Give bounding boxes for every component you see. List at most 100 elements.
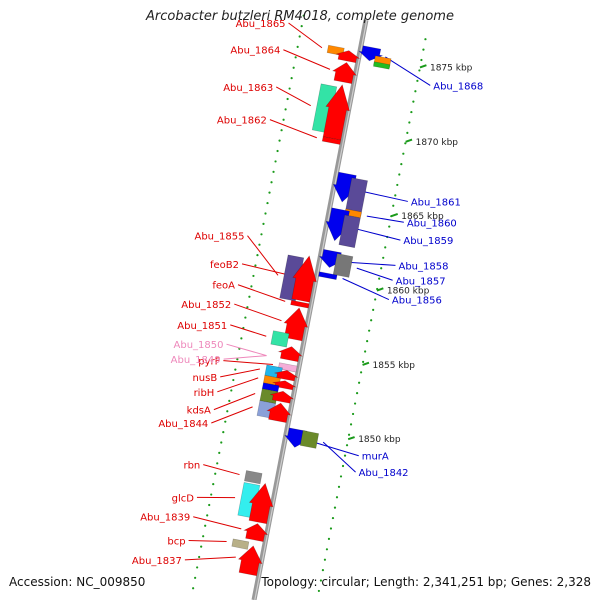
scale-tick	[376, 287, 384, 292]
scale-dot	[260, 233, 263, 236]
label-leader	[234, 303, 282, 322]
gene-label[interactable]: feoA	[212, 281, 235, 292]
scale-dot	[341, 464, 345, 468]
label-leader	[188, 540, 227, 542]
gene-label[interactable]: Abu_1852	[181, 300, 231, 311]
forward-gene-Abu_1852[interactable]	[283, 307, 309, 342]
forward-gene-Abu_1862[interactable]	[321, 136, 342, 145]
gene-label[interactable]: Abu_1837	[132, 556, 182, 567]
label-leader	[385, 56, 431, 86]
gene-label[interactable]: Abu_1865	[236, 19, 286, 30]
reverse-gene-Abu_1868c[interactable]	[373, 61, 391, 70]
scale-dot	[380, 267, 383, 270]
gene-label[interactable]: Abu_1862	[217, 116, 267, 127]
forward-gene-nusB_cds[interactable]	[274, 370, 299, 382]
label-leader	[310, 440, 359, 457]
scale-dot	[208, 503, 211, 507]
gene-label[interactable]: pyrF	[198, 357, 220, 368]
scale-dot	[382, 256, 385, 259]
gene-label[interactable]: Abu_1856	[392, 296, 442, 307]
gene-label[interactable]: bcp	[167, 537, 185, 548]
gene-label[interactable]: murA	[362, 452, 389, 463]
scale-dot	[288, 87, 291, 90]
gene-label[interactable]: feoB2	[210, 260, 239, 271]
forward-gene-Abu_1849[interactable]	[277, 346, 304, 363]
forward-gene-Abu_1844_cds[interactable]	[266, 402, 292, 423]
reverse-gene-Abu_1857[interactable]	[332, 253, 354, 278]
forward-gene-Abu_1855[interactable]	[279, 254, 305, 302]
gene-label[interactable]: Abu_1863	[223, 83, 273, 94]
gene-label[interactable]: Abu_1858	[398, 261, 448, 272]
scale-dot	[366, 339, 369, 343]
scale-dot	[343, 454, 347, 457]
scale-dot	[252, 274, 255, 278]
gene-label[interactable]: Abu_1859	[403, 236, 453, 247]
scale-dot	[274, 160, 277, 163]
gene-label[interactable]: Abu_1855	[194, 232, 244, 243]
forward-gene-ribH_cds[interactable]	[272, 380, 297, 391]
scale-dot	[319, 579, 323, 582]
gene-label[interactable]: kdsA	[187, 406, 211, 417]
gene-label[interactable]: Abu_1864	[230, 46, 280, 57]
scale-dot	[398, 173, 401, 176]
scale-tick	[347, 436, 355, 441]
gene-label[interactable]: rbn	[183, 461, 200, 472]
reverse-gene-Abu_1861b[interactable]	[344, 177, 368, 217]
scale-dot	[266, 201, 269, 205]
gene-label[interactable]: Abu_1868	[433, 81, 483, 92]
gene-label[interactable]: glcD	[172, 493, 195, 504]
forward-gene-Abu_1837[interactable]	[237, 545, 263, 577]
scale-dot	[323, 558, 327, 561]
scale-dot	[349, 423, 353, 426]
reverse-gene-Abu_1856[interactable]	[318, 271, 338, 280]
gene-label[interactable]: Abu_1857	[396, 276, 446, 287]
pseudo-gene-label[interactable]: Abu_1850	[174, 340, 224, 351]
forward-gene-Abu_1864[interactable]	[331, 62, 357, 84]
gene-label[interactable]: Abu_1839	[140, 513, 190, 524]
scale-dot	[372, 308, 375, 311]
scale-dot	[254, 264, 257, 267]
pseudo-gene-label[interactable]: Abu_1849	[171, 355, 221, 366]
gene-label[interactable]: Abu_1844	[158, 419, 208, 430]
scale-dot	[202, 535, 205, 538]
label-leader	[342, 278, 390, 301]
scale-dot	[276, 149, 279, 153]
backbone	[251, 19, 369, 600]
scale-dot	[406, 131, 409, 134]
label-lines	[184, 22, 431, 561]
forward-gene-Abu_1851[interactable]	[270, 330, 290, 348]
accession-text: Accession: NC_009850	[9, 575, 146, 589]
reverse-gene-Abu_1842[interactable]	[299, 430, 320, 449]
forward-gene-Abu_1839[interactable]	[243, 523, 269, 542]
forward-gene-bcp[interactable]	[231, 538, 250, 550]
forward-gene-feoB2[interactable]	[291, 255, 317, 303]
scale-dot	[388, 225, 391, 228]
gene-label[interactable]: Abu_1851	[177, 321, 227, 332]
label-leader	[288, 22, 323, 49]
forward-gene-rbn[interactable]	[244, 470, 263, 485]
scale-dot	[337, 485, 341, 488]
scale-dot	[339, 475, 343, 478]
scale-dot	[360, 371, 363, 374]
scale-dot	[232, 378, 235, 382]
gene-label[interactable]: ribH	[194, 388, 215, 399]
gene-label[interactable]: Abu_1842	[359, 468, 409, 479]
gene-labels: Abu_1865 Abu_1864 Abu_1863 Abu_1862 Abu_1855…	[132, 19, 483, 567]
scale-tick	[362, 361, 370, 366]
scale-dot	[374, 298, 377, 301]
label-leader	[269, 119, 317, 139]
forward-gene-feoA[interactable]	[290, 299, 310, 309]
scale-dot	[294, 56, 297, 59]
forward-gene-Abu_1865b[interactable]	[335, 50, 360, 64]
forward-gene-glcD_cds[interactable]	[248, 482, 274, 525]
gene-label[interactable]: nusB	[192, 373, 217, 384]
gene-label[interactable]: Abu_1860	[407, 218, 457, 229]
forward-gene-kdsA_cds[interactable]	[270, 390, 294, 404]
scale-dot	[345, 444, 349, 447]
pseudo-leader	[223, 355, 267, 360]
forward-gene-Abu_1863b[interactable]	[322, 84, 350, 141]
forward-gene-pyrF[interactable]	[277, 362, 298, 373]
gene-label[interactable]: Abu_1861	[411, 197, 461, 208]
scale-dot	[230, 389, 233, 392]
reverse-gene-Abu_1859b[interactable]	[338, 214, 361, 249]
